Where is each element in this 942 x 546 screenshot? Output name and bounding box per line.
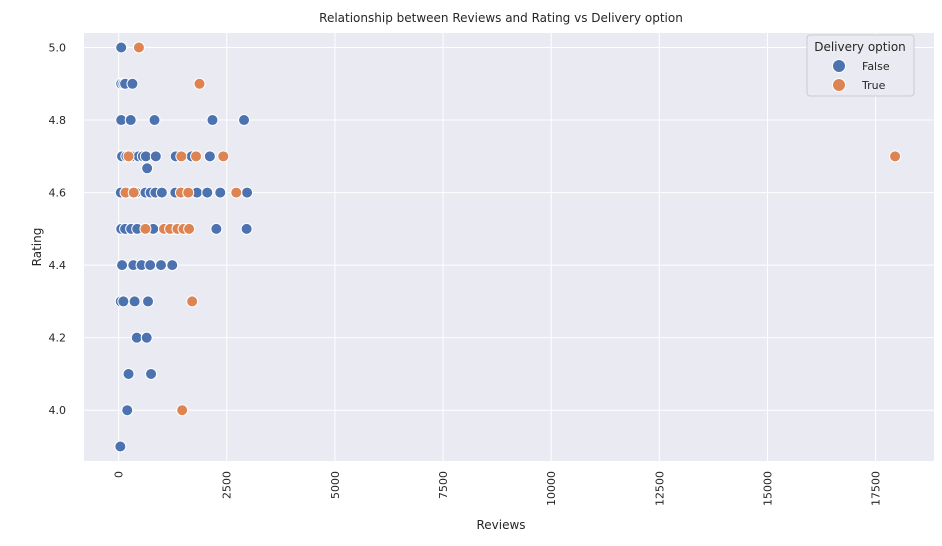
data-point-true <box>230 186 243 199</box>
data-point-false <box>206 114 219 127</box>
x-tick-label: 17500 <box>870 471 883 506</box>
data-point-false <box>130 331 143 344</box>
x-tick-label: 10000 <box>545 471 558 506</box>
data-point-false <box>210 222 223 235</box>
data-point-false <box>155 186 168 199</box>
data-point-false <box>148 114 161 127</box>
data-point-false <box>166 259 179 272</box>
data-point-true <box>132 41 145 54</box>
y-tick-label: 4.6 <box>49 187 67 200</box>
data-point-true <box>176 404 189 417</box>
x-tick-label: 0 <box>113 471 126 478</box>
legend-marker-true <box>832 78 846 92</box>
y-tick-label: 4.8 <box>49 114 67 127</box>
data-point-true <box>183 222 196 235</box>
y-tick-label: 4.0 <box>49 404 67 417</box>
y-tick-label: 4.4 <box>49 259 67 272</box>
x-tick-label: 12500 <box>653 471 666 506</box>
data-point-true <box>139 222 152 235</box>
x-tick-label: 15000 <box>761 471 774 506</box>
legend-marker-false <box>832 59 846 73</box>
data-point-false <box>203 150 216 163</box>
x-tick-label: 7500 <box>437 471 450 499</box>
data-point-false <box>154 259 167 272</box>
legend: Delivery option False True <box>806 34 915 97</box>
data-point-true <box>127 186 140 199</box>
data-point-false <box>121 404 134 417</box>
data-point-false <box>140 331 153 344</box>
data-point-false <box>201 186 214 199</box>
x-axis-title: Reviews <box>476 518 525 532</box>
y-tick-label: 4.2 <box>49 332 67 345</box>
data-point-false <box>149 150 162 163</box>
x-tick-label: 2500 <box>221 471 234 499</box>
legend-label-true: True <box>861 79 886 92</box>
data-point-false <box>145 367 158 380</box>
y-tick-labels: 4.0 4.2 4.4 4.6 4.8 5.0 <box>49 42 67 418</box>
data-point-true <box>122 150 135 163</box>
data-point-true <box>190 150 203 163</box>
y-tick-label: 5.0 <box>49 42 67 55</box>
data-point-false <box>126 77 139 90</box>
x-tick-labels: 0 2500 5000 7500 10000 12500 15000 17500 <box>113 471 883 506</box>
x-tick-label: 5000 <box>329 471 342 499</box>
data-point-false <box>128 295 141 308</box>
data-point-true <box>193 77 206 90</box>
data-point-false <box>122 367 135 380</box>
chart-title: Relationship between Reviews and Rating … <box>319 11 683 25</box>
legend-title: Delivery option <box>814 40 906 54</box>
data-points <box>114 41 902 453</box>
data-point-false <box>114 440 127 453</box>
data-point-false <box>142 295 155 308</box>
data-point-true <box>186 295 199 308</box>
data-point-false <box>117 295 130 308</box>
data-point-false <box>214 186 227 199</box>
data-point-false <box>139 150 152 163</box>
data-point-false <box>241 186 254 199</box>
data-point-false <box>116 259 129 272</box>
data-point-true <box>217 150 230 163</box>
plot-background <box>84 33 934 461</box>
data-point-true <box>175 150 188 163</box>
data-point-false <box>238 114 251 127</box>
data-point-false <box>115 41 128 54</box>
data-point-false <box>124 114 137 127</box>
data-point-false <box>141 162 154 175</box>
legend-label-false: False <box>862 60 890 73</box>
data-point-false <box>240 222 253 235</box>
data-point-false <box>144 259 157 272</box>
y-axis-title: Rating <box>30 228 44 267</box>
data-point-true <box>182 186 195 199</box>
data-point-true <box>889 150 902 163</box>
